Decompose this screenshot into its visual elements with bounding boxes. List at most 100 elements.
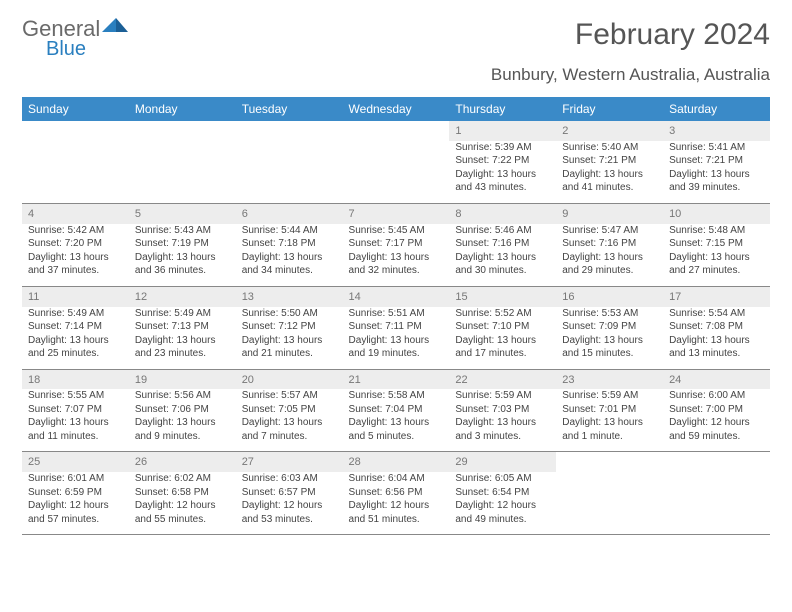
day-cell: Sunrise: 5:42 AMSunset: 7:20 PMDaylight:… <box>22 224 129 287</box>
day-number: 1 <box>449 121 556 141</box>
day-number: 6 <box>236 203 343 223</box>
daylight-text: Daylight: 13 hours and 19 minutes. <box>349 334 444 361</box>
sunrise-text: Sunrise: 5:58 AM <box>349 389 444 403</box>
day-cell: Sunrise: 5:59 AMSunset: 7:01 PMDaylight:… <box>556 389 663 452</box>
day-number <box>22 121 129 141</box>
day-cell <box>556 472 663 535</box>
day-number: 27 <box>236 452 343 472</box>
daylight-text: Daylight: 13 hours and 13 minutes. <box>669 334 764 361</box>
day-number: 10 <box>663 203 770 223</box>
day-number: 21 <box>343 369 450 389</box>
sunset-text: Sunset: 6:57 PM <box>242 486 337 500</box>
sunrise-text: Sunrise: 6:03 AM <box>242 472 337 486</box>
day-cell: Sunrise: 6:03 AMSunset: 6:57 PMDaylight:… <box>236 472 343 535</box>
day-number: 23 <box>556 369 663 389</box>
day-number: 24 <box>663 369 770 389</box>
sunrise-text: Sunrise: 5:41 AM <box>669 141 764 155</box>
sunrise-text: Sunrise: 5:47 AM <box>562 224 657 238</box>
day-number: 28 <box>343 452 450 472</box>
day-cell: Sunrise: 5:55 AMSunset: 7:07 PMDaylight:… <box>22 389 129 452</box>
daylight-text: Daylight: 13 hours and 1 minute. <box>562 416 657 443</box>
day-cell: Sunrise: 5:46 AMSunset: 7:16 PMDaylight:… <box>449 224 556 287</box>
daylight-text: Daylight: 12 hours and 55 minutes. <box>135 499 230 526</box>
daylight-text: Daylight: 13 hours and 43 minutes. <box>455 168 550 195</box>
day-number: 25 <box>22 452 129 472</box>
daylight-text: Daylight: 12 hours and 57 minutes. <box>28 499 123 526</box>
sunrise-text: Sunrise: 5:54 AM <box>669 307 764 321</box>
day-cell <box>343 141 450 204</box>
brand-logo: General Blue <box>22 18 128 61</box>
daylight-text: Daylight: 12 hours and 49 minutes. <box>455 499 550 526</box>
sunrise-text: Sunrise: 5:56 AM <box>135 389 230 403</box>
weekday-header: Thursday <box>449 97 556 121</box>
day-number: 7 <box>343 203 450 223</box>
daylight-text: Daylight: 12 hours and 53 minutes. <box>242 499 337 526</box>
day-number: 13 <box>236 286 343 306</box>
week-row: Sunrise: 5:49 AMSunset: 7:14 PMDaylight:… <box>22 307 770 370</box>
day-cell: Sunrise: 5:51 AMSunset: 7:11 PMDaylight:… <box>343 307 450 370</box>
day-number <box>236 121 343 141</box>
daylight-text: Daylight: 13 hours and 7 minutes. <box>242 416 337 443</box>
day-number: 20 <box>236 369 343 389</box>
day-cell: Sunrise: 5:53 AMSunset: 7:09 PMDaylight:… <box>556 307 663 370</box>
daylight-text: Daylight: 13 hours and 36 minutes. <box>135 251 230 278</box>
day-cell: Sunrise: 5:44 AMSunset: 7:18 PMDaylight:… <box>236 224 343 287</box>
daylight-text: Daylight: 13 hours and 23 minutes. <box>135 334 230 361</box>
page-subtitle: Bunbury, Western Australia, Australia <box>22 65 770 85</box>
day-cell <box>236 141 343 204</box>
day-number: 29 <box>449 452 556 472</box>
sunrise-text: Sunrise: 6:05 AM <box>455 472 550 486</box>
daylight-text: Daylight: 13 hours and 9 minutes. <box>135 416 230 443</box>
sunset-text: Sunset: 7:09 PM <box>562 320 657 334</box>
sunset-text: Sunset: 7:06 PM <box>135 403 230 417</box>
sunset-text: Sunset: 7:16 PM <box>455 237 550 251</box>
day-cell <box>663 472 770 535</box>
day-number <box>129 121 236 141</box>
daylight-text: Daylight: 12 hours and 59 minutes. <box>669 416 764 443</box>
sunset-text: Sunset: 6:59 PM <box>28 486 123 500</box>
daylight-text: Daylight: 13 hours and 32 minutes. <box>349 251 444 278</box>
brand-name-b: Blue <box>46 38 100 61</box>
day-number: 2 <box>556 121 663 141</box>
daylight-text: Daylight: 13 hours and 11 minutes. <box>28 416 123 443</box>
sunrise-text: Sunrise: 5:49 AM <box>135 307 230 321</box>
sunrise-text: Sunrise: 5:48 AM <box>669 224 764 238</box>
day-number <box>663 452 770 472</box>
day-cell: Sunrise: 6:05 AMSunset: 6:54 PMDaylight:… <box>449 472 556 535</box>
daynum-row: 2526272829 <box>22 452 770 472</box>
sunset-text: Sunset: 7:05 PM <box>242 403 337 417</box>
day-number: 22 <box>449 369 556 389</box>
sunrise-text: Sunrise: 5:52 AM <box>455 307 550 321</box>
day-cell: Sunrise: 5:43 AMSunset: 7:19 PMDaylight:… <box>129 224 236 287</box>
day-cell: Sunrise: 6:02 AMSunset: 6:58 PMDaylight:… <box>129 472 236 535</box>
week-row: Sunrise: 5:42 AMSunset: 7:20 PMDaylight:… <box>22 224 770 287</box>
sunset-text: Sunset: 7:04 PM <box>349 403 444 417</box>
header: General Blue February 2024 <box>22 18 770 61</box>
day-number: 9 <box>556 203 663 223</box>
sunrise-text: Sunrise: 5:50 AM <box>242 307 337 321</box>
calendar-table: Sunday Monday Tuesday Wednesday Thursday… <box>22 97 770 535</box>
brand-mark-icon <box>102 18 128 40</box>
daylight-text: Daylight: 13 hours and 30 minutes. <box>455 251 550 278</box>
sunrise-text: Sunrise: 5:49 AM <box>28 307 123 321</box>
weekday-header: Sunday <box>22 97 129 121</box>
weekday-header-row: Sunday Monday Tuesday Wednesday Thursday… <box>22 97 770 121</box>
sunset-text: Sunset: 7:07 PM <box>28 403 123 417</box>
day-cell: Sunrise: 6:04 AMSunset: 6:56 PMDaylight:… <box>343 472 450 535</box>
sunset-text: Sunset: 7:00 PM <box>669 403 764 417</box>
day-cell: Sunrise: 5:48 AMSunset: 7:15 PMDaylight:… <box>663 224 770 287</box>
day-number <box>343 121 450 141</box>
day-cell: Sunrise: 5:40 AMSunset: 7:21 PMDaylight:… <box>556 141 663 204</box>
day-cell: Sunrise: 5:52 AMSunset: 7:10 PMDaylight:… <box>449 307 556 370</box>
sunrise-text: Sunrise: 5:57 AM <box>242 389 337 403</box>
day-cell: Sunrise: 6:00 AMSunset: 7:00 PMDaylight:… <box>663 389 770 452</box>
daylight-text: Daylight: 13 hours and 15 minutes. <box>562 334 657 361</box>
day-cell: Sunrise: 5:49 AMSunset: 7:13 PMDaylight:… <box>129 307 236 370</box>
sunrise-text: Sunrise: 5:53 AM <box>562 307 657 321</box>
daynum-row: 123 <box>22 121 770 141</box>
daylight-text: Daylight: 13 hours and 41 minutes. <box>562 168 657 195</box>
sunrise-text: Sunrise: 5:40 AM <box>562 141 657 155</box>
day-number: 4 <box>22 203 129 223</box>
brand-name-a: General <box>22 18 100 40</box>
sunrise-text: Sunrise: 5:43 AM <box>135 224 230 238</box>
